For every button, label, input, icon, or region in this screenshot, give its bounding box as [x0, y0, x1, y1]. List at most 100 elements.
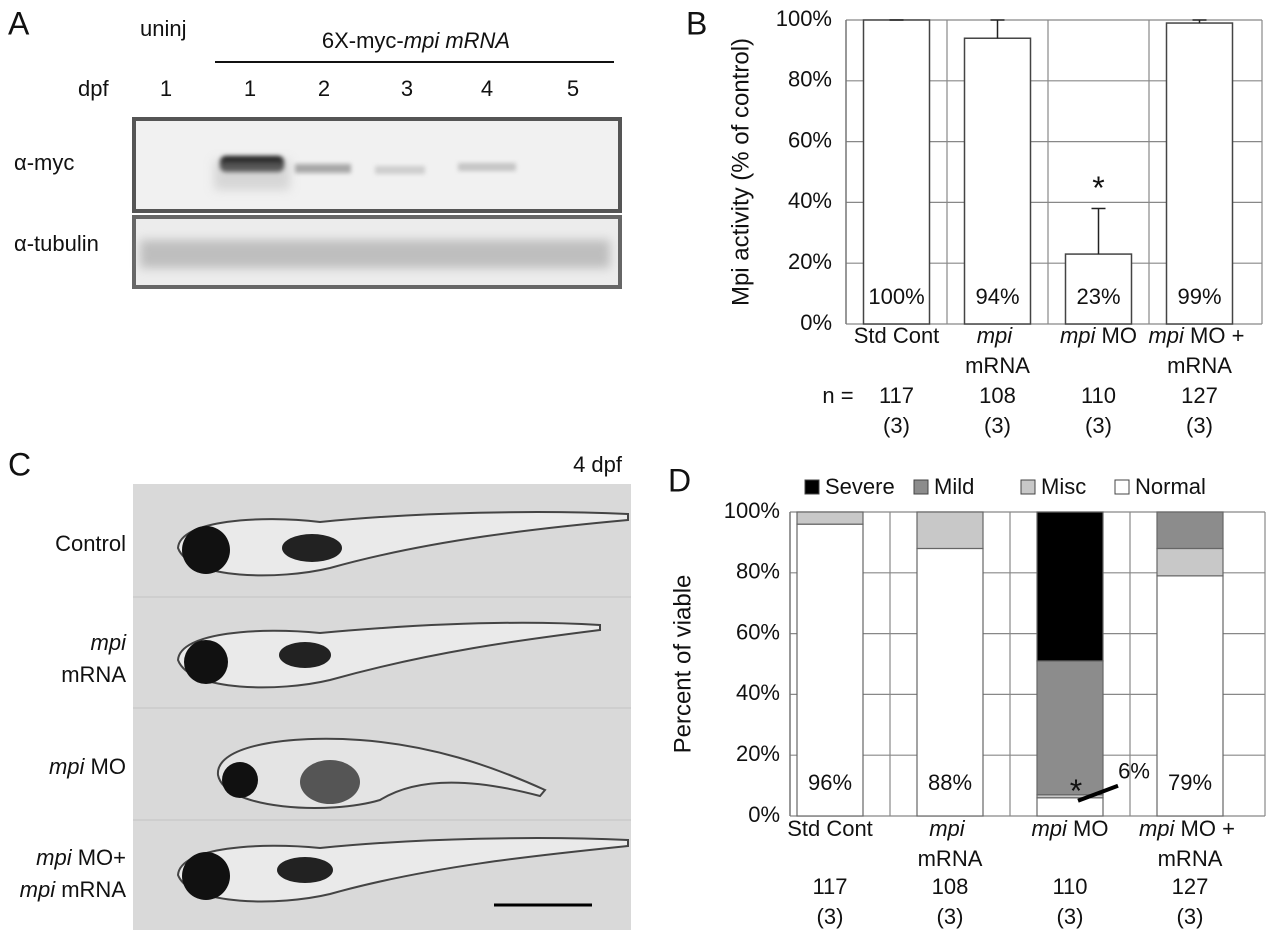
text-span: mRNA [965, 353, 1030, 378]
legend-swatch [913, 479, 929, 495]
blot-band [140, 240, 610, 268]
x-tick-label: mpi MO + mRNA [1139, 816, 1241, 871]
text-span: mpi [36, 845, 73, 870]
legend-label: Mild [934, 474, 974, 499]
text-span: mpi [1139, 816, 1176, 841]
lane-label: 1 [244, 76, 256, 101]
y-tick-label: 100% [724, 498, 780, 523]
replicates: (3) [937, 904, 964, 929]
text-span: MO [1067, 816, 1109, 841]
x-tick-label: mpi MO [1060, 323, 1137, 348]
blot-band [214, 160, 290, 190]
text-span: mRNA [1158, 846, 1223, 871]
bar-segment [1036, 511, 1104, 662]
blot-label: dpf [78, 76, 109, 101]
text-span: mRNA [1167, 353, 1232, 378]
panel-label: B [686, 5, 707, 41]
fish [176, 837, 629, 903]
image-row-label: mRNA [61, 662, 126, 687]
text-span: mpi [977, 323, 1014, 348]
n-count: 127 [1181, 383, 1218, 408]
bar [1064, 253, 1133, 325]
x-tick-label: mpi mRNA [918, 816, 983, 871]
x-tick-label: Std Cont [787, 816, 873, 841]
annotation: * [1070, 773, 1082, 809]
bar-segment [796, 511, 864, 525]
y-tick-label: 80% [788, 67, 832, 92]
replicates: (3) [1186, 413, 1213, 438]
lane-label: 2 [318, 76, 330, 101]
y-tick-label: 60% [736, 619, 780, 644]
image-row-label: mpi mRNA [20, 877, 127, 902]
text-span: Std Cont [854, 323, 940, 348]
annotation: * [1092, 170, 1104, 206]
legend-label: Severe [825, 474, 895, 499]
value-label: 99% [1177, 284, 1221, 309]
replicates: (3) [1177, 904, 1204, 929]
blot-label: 6X-myc-mpi mRNA [322, 28, 510, 53]
text-span: mpi [929, 816, 966, 841]
replicates: (3) [984, 413, 1011, 438]
replicates: (3) [817, 904, 844, 929]
lane-label: 1 [160, 76, 172, 101]
image-row-label: mpi MO [49, 754, 126, 779]
text-span: mRNA [55, 877, 126, 902]
blot-row-label: α-myc [14, 150, 74, 175]
blot-band [375, 166, 425, 174]
text-span: MO + [1174, 816, 1241, 841]
lane-label: 3 [401, 76, 413, 101]
legend-swatch [1020, 479, 1036, 495]
text-span: mpi [1031, 816, 1068, 841]
x-tick-label: Std Cont [854, 323, 940, 348]
text-span: mpi [49, 754, 86, 779]
bar-segment [1156, 575, 1224, 817]
x-tick-label: mpi MO [1031, 816, 1108, 841]
bar-segment [916, 547, 984, 817]
lane-label: 4 [481, 76, 493, 101]
fish [216, 737, 547, 809]
y-tick-label: 20% [736, 741, 780, 766]
legend-label: Normal [1135, 474, 1206, 499]
text-span: mpi [20, 877, 57, 902]
n-count: 108 [979, 383, 1016, 408]
fish [176, 621, 601, 689]
stage-label: 4 dpf [573, 452, 623, 477]
bar [963, 37, 1032, 325]
image-row-label: mpi [91, 630, 128, 655]
y-tick-label: 60% [788, 127, 832, 152]
n-count: 117 [879, 383, 914, 408]
text-span: MO + [1184, 323, 1251, 348]
bar-segment [1036, 660, 1104, 796]
y-tick-label: 40% [736, 680, 780, 705]
y-tick-label: 40% [788, 188, 832, 213]
text-span: mRNA [61, 662, 126, 687]
x-tick-label: mpi mRNA [965, 323, 1030, 378]
bar [862, 19, 931, 325]
legend-label: Misc [1041, 474, 1086, 499]
image-row-label: mpi MO+ [36, 845, 126, 870]
legend-swatch [804, 479, 820, 495]
replicates: (3) [883, 413, 910, 438]
panel-label: D [668, 462, 691, 498]
bar-segment [1156, 511, 1224, 550]
value-label: 23% [1076, 284, 1120, 309]
n-count: 110 [1081, 383, 1116, 408]
n-label: n = [822, 383, 853, 408]
blot-row-label: α-tubulin [14, 231, 99, 256]
y-tick-label: 0% [800, 310, 832, 335]
n-count: 127 [1172, 874, 1209, 899]
text-span: mpi [1148, 323, 1185, 348]
bar-segment [796, 523, 864, 817]
y-axis-label: Percent of viable [669, 575, 696, 754]
y-tick-label: 80% [736, 559, 780, 584]
replicates: (3) [1057, 904, 1084, 929]
n-count: 108 [932, 874, 969, 899]
bar-segment [1156, 547, 1224, 577]
text-span: mpi mRNA [404, 28, 510, 53]
value-label: 79% [1168, 770, 1212, 795]
leader-line [1077, 783, 1119, 803]
text-span: 6X-myc- [322, 28, 404, 53]
lane-label: 5 [567, 76, 579, 101]
value-label: 100% [868, 284, 924, 309]
